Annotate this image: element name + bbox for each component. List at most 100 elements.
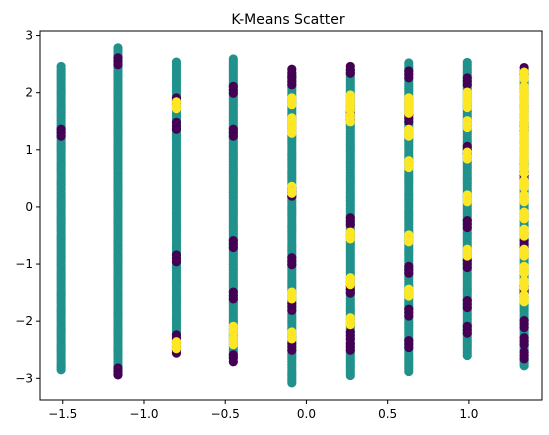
y-tick-label: 3: [25, 29, 33, 43]
data-point-cluster-0: [113, 53, 123, 63]
data-point-cluster-0: [228, 287, 238, 297]
data-point-cluster-0: [228, 81, 238, 92]
x-tick-label: 1.0: [459, 407, 478, 421]
x-tick-label: −0.5: [211, 407, 240, 421]
data-point-cluster-0: [345, 338, 355, 349]
data-point-cluster-2: [228, 321, 238, 331]
data-point-cluster-0: [404, 261, 414, 271]
data-point-cluster-0: [462, 73, 472, 83]
data-point-cluster-2: [287, 287, 297, 297]
point-column: [345, 61, 355, 381]
data-point-cluster-2: [519, 244, 529, 254]
data-point-cluster-2: [519, 224, 529, 234]
point-column: [404, 58, 414, 377]
x-tick-label: 0.0: [297, 407, 316, 421]
data-point-cluster-0: [404, 304, 414, 314]
data-point-cluster-2: [404, 156, 414, 166]
data-point-cluster-2: [462, 244, 472, 254]
point-column: [519, 62, 529, 371]
data-point-cluster-0: [171, 117, 182, 127]
plot-area: [56, 43, 529, 388]
data-point-cluster-2: [345, 227, 355, 237]
data-point-cluster-2: [519, 176, 529, 186]
data-point-cluster-2: [519, 190, 529, 200]
data-point-cluster-2: [287, 113, 297, 123]
data-point-cluster-0: [462, 216, 472, 226]
data-point-cluster-2: [345, 313, 355, 323]
data-point-cluster-2: [519, 161, 529, 171]
chart-title: K-Means Scatter: [231, 12, 344, 28]
data-point-cluster-2: [462, 87, 472, 97]
y-tick-label: −3: [15, 371, 33, 385]
data-point-cluster-2: [519, 90, 529, 100]
data-point-cluster-2: [171, 337, 182, 347]
x-tick-label: −1.5: [48, 407, 77, 421]
data-point-cluster-0: [404, 335, 414, 346]
data-point-cluster-2: [519, 81, 529, 92]
data-point-cluster-2: [519, 290, 529, 300]
data-point-cluster-2: [519, 276, 529, 286]
data-point-cluster-2: [345, 273, 355, 283]
data-point-cluster-0: [287, 64, 297, 74]
data-point-cluster-2: [519, 141, 529, 151]
data-point-cluster-2: [171, 97, 182, 107]
data-point-cluster-1: [462, 57, 472, 68]
data-point-cluster-0: [345, 213, 355, 223]
data-point-cluster-1: [228, 54, 238, 64]
data-point-cluster-2: [519, 107, 529, 117]
data-point-cluster-2: [345, 90, 355, 100]
y-tick-label: −1: [15, 257, 33, 271]
data-point-cluster-1: [404, 58, 414, 68]
data-point-cluster-2: [519, 67, 529, 77]
data-point-cluster-0: [56, 124, 66, 134]
data-point-cluster-0: [228, 236, 238, 246]
data-point-cluster-2: [462, 116, 472, 126]
data-point-cluster-2: [519, 116, 529, 126]
data-point-cluster-0: [228, 350, 238, 360]
point-column: [228, 54, 238, 367]
x-tick-label: 0.5: [378, 407, 397, 421]
data-point-cluster-0: [404, 66, 414, 76]
data-point-cluster-0: [171, 330, 182, 340]
data-point-cluster-0: [462, 296, 472, 306]
data-point-cluster-2: [228, 333, 238, 343]
data-point-cluster-1: [113, 43, 123, 53]
point-column: [113, 43, 123, 380]
point-column: [56, 61, 66, 375]
point-column: [171, 57, 182, 358]
y-tick-label: 1: [25, 143, 33, 157]
data-point-cluster-0: [113, 363, 123, 373]
data-point-cluster-1: [171, 57, 182, 67]
data-point-cluster-1: [56, 61, 66, 72]
data-point-cluster-2: [404, 101, 414, 111]
x-tick-label: −1.0: [129, 407, 158, 421]
data-point-cluster-2: [287, 181, 297, 191]
data-point-cluster-2: [287, 327, 297, 337]
data-point-cluster-2: [404, 124, 414, 134]
data-point-cluster-0: [345, 61, 355, 72]
y-tick-label: −2: [15, 314, 33, 328]
data-point-cluster-2: [462, 147, 472, 157]
data-point-cluster-2: [462, 96, 472, 106]
data-point-cluster-0: [462, 321, 472, 331]
data-point-cluster-0: [519, 316, 529, 326]
y-tick-label: 0: [25, 200, 33, 214]
data-point-cluster-2: [345, 98, 355, 109]
data-point-cluster-0: [171, 250, 182, 260]
point-column: [462, 57, 472, 361]
data-point-cluster-2: [404, 93, 414, 103]
data-point-cluster-2: [519, 150, 529, 160]
data-point-cluster-2: [519, 124, 529, 134]
data-point-cluster-2: [519, 207, 529, 217]
data-point-cluster-2: [519, 261, 529, 271]
data-point-cluster-2: [519, 98, 529, 109]
point-column: [287, 64, 297, 388]
data-point-cluster-0: [228, 124, 238, 134]
data-point-cluster-2: [287, 93, 297, 103]
data-point-cluster-0: [519, 347, 529, 357]
data-point-cluster-0: [287, 253, 297, 263]
data-point-cluster-2: [404, 230, 414, 240]
data-point-cluster-2: [462, 190, 472, 200]
